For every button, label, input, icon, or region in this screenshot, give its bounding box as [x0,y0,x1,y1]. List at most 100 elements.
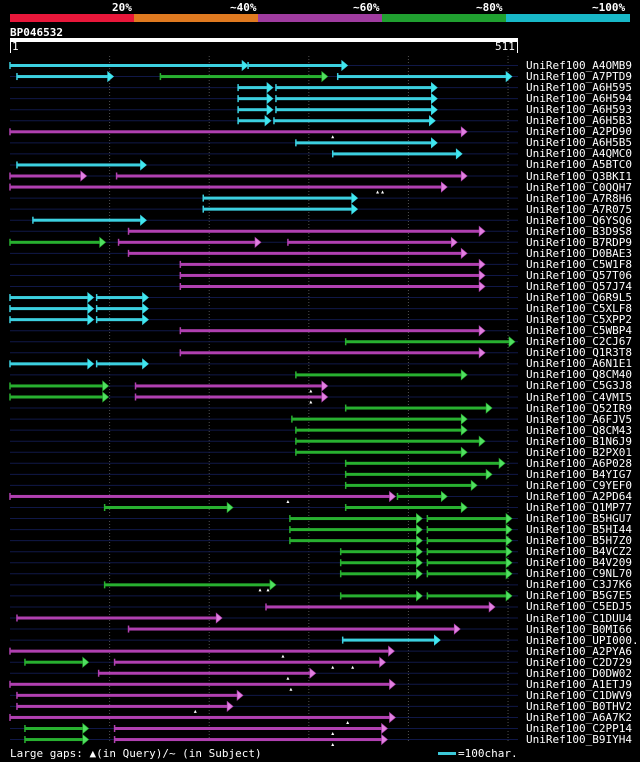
hit-label[interactable]: UniRef100_C3J7K6 [526,578,632,592]
hit-label[interactable]: UniRef100_A1ETJ9 [526,677,632,691]
hit-label[interactable]: UniRef100_B7RDP9 [526,235,632,249]
hit-label[interactable]: UniRef100_C2CJ67 [526,335,632,349]
hit-label[interactable]: UniRef100_A6H5B3 [526,114,632,128]
alignment-segment[interactable] [238,108,268,112]
alignment-segment[interactable] [16,693,239,697]
alignment-segment[interactable] [345,406,488,410]
hit-label[interactable]: UniRef100_C2D729 [526,655,632,669]
alignment-segment[interactable] [332,152,458,156]
alignment-segment[interactable] [180,285,481,288]
hit-label[interactable]: UniRef100_A6H5B5 [526,136,632,150]
alignment-segment[interactable] [98,671,311,675]
alignment-segment[interactable] [118,240,257,244]
alignment-segment[interactable] [337,75,508,79]
hit-label[interactable]: UniRef100_A2PD90 [526,125,632,139]
hit-label[interactable]: UniRef100_Q1MP77 [526,501,632,514]
alignment-segment[interactable] [295,450,463,454]
alignment-segment[interactable] [10,494,391,498]
hit-label[interactable]: UniRef100_B4VCZ2 [526,545,632,559]
hit-label[interactable]: UniRef100_Q6YSQ6 [526,213,632,227]
hit-label[interactable]: UniRef100_A2PYA6 [526,644,632,658]
alignment-segment[interactable] [114,738,383,742]
alignment-segment[interactable] [238,119,266,123]
alignment-segment[interactable] [295,428,463,432]
alignment-segment[interactable] [265,605,491,609]
alignment-segment[interactable] [275,86,433,90]
alignment-segment[interactable] [238,97,268,101]
alignment-segment[interactable] [203,196,353,200]
hit-label[interactable]: UniRef100_A6N1E1 [526,357,632,371]
hit-label[interactable]: UniRef100_Q8CM40 [526,368,632,382]
hit-label[interactable]: UniRef100_A7R075 [526,202,632,216]
alignment-segment[interactable] [128,229,481,233]
hit-label[interactable]: UniRef100_B5G7E5 [526,589,632,603]
alignment-segment[interactable] [291,417,463,421]
alignment-segment[interactable] [340,561,418,565]
alignment-segment[interactable] [10,64,244,67]
alignment-segment[interactable] [160,75,323,79]
alignment-segment[interactable] [295,141,433,145]
alignment-segment[interactable] [116,174,463,178]
hit-label[interactable]: UniRef100_C1DWV9 [526,688,632,702]
alignment-segment[interactable] [340,550,418,554]
alignment-segment[interactable] [10,362,89,366]
alignment-segment[interactable] [16,163,142,167]
alignment-segment[interactable] [180,351,481,355]
alignment-segment[interactable] [203,207,353,211]
hit-label[interactable]: UniRef100_B2PX01 [526,445,632,459]
alignment-segment[interactable] [24,738,84,742]
alignment-segment[interactable] [114,727,383,730]
alignment-segment[interactable] [427,561,508,565]
hit-label[interactable]: UniRef100_Q3BKI1 [526,169,632,183]
hit-label[interactable]: UniRef100_UPI000.. [526,633,640,647]
hit-label[interactable]: UniRef100_C4VMI5 [526,390,632,404]
alignment-segment[interactable] [24,660,84,664]
alignment-segment[interactable] [295,439,481,443]
alignment-segment[interactable] [10,296,89,300]
hit-label[interactable]: UniRef100_B4YIG7 [526,467,632,481]
alignment-segment[interactable] [345,483,473,487]
alignment-segment[interactable] [340,594,418,598]
alignment-segment[interactable] [96,362,144,366]
hit-label[interactable]: UniRef100_C9YEF0 [526,478,632,492]
hit-label[interactable]: UniRef100_A6H593 [526,103,632,117]
alignment-segment[interactable] [135,395,323,399]
hit-label[interactable]: UniRef100_A4OMB9 [526,59,632,72]
alignment-segment[interactable] [289,528,418,532]
alignment-segment[interactable] [248,64,343,67]
hit-label[interactable]: UniRef100_B4V209 [526,556,632,570]
hit-label[interactable]: UniRef100_A4QMC0 [526,147,632,161]
hit-label[interactable]: UniRef100_A7PTD9 [526,70,632,84]
alignment-segment[interactable] [289,539,418,543]
alignment-segment[interactable] [180,273,481,277]
hit-label[interactable]: UniRef100_C5W1F8 [526,257,632,271]
alignment-segment[interactable] [427,594,508,598]
hit-label[interactable]: UniRef100_B9IYH4 [526,733,632,747]
alignment-segment[interactable] [238,86,268,90]
alignment-segment[interactable] [273,119,431,123]
alignment-segment[interactable] [10,649,390,653]
alignment-segment[interactable] [10,318,89,322]
alignment-segment[interactable] [180,262,481,266]
alignment-segment[interactable] [10,682,391,686]
alignment-segment[interactable] [96,307,144,311]
hit-label[interactable]: UniRef100_Q8CM43 [526,423,632,437]
alignment-segment[interactable] [135,384,323,388]
hit-label[interactable]: UniRef100_A6FJV5 [526,412,632,426]
alignment-segment[interactable] [10,384,104,388]
alignment-segment[interactable] [10,395,104,399]
hit-label[interactable]: UniRef100_C2PP14 [526,722,632,735]
alignment-segment[interactable] [128,251,463,255]
alignment-segment[interactable] [16,616,218,620]
alignment-segment[interactable] [427,550,508,554]
alignment-segment[interactable] [104,506,229,509]
hit-label[interactable]: UniRef100_Q57T06 [526,268,632,282]
hit-label[interactable]: UniRef100_Q57J74 [526,280,632,293]
hit-label[interactable]: UniRef100_C1DUU4 [526,611,632,625]
hit-label[interactable]: UniRef100_A6H595 [526,81,632,95]
alignment-segment[interactable] [427,539,508,543]
alignment-segment[interactable] [345,461,501,465]
alignment-segment[interactable] [104,583,271,587]
alignment-segment[interactable] [180,329,481,333]
alignment-segment[interactable] [10,715,391,719]
